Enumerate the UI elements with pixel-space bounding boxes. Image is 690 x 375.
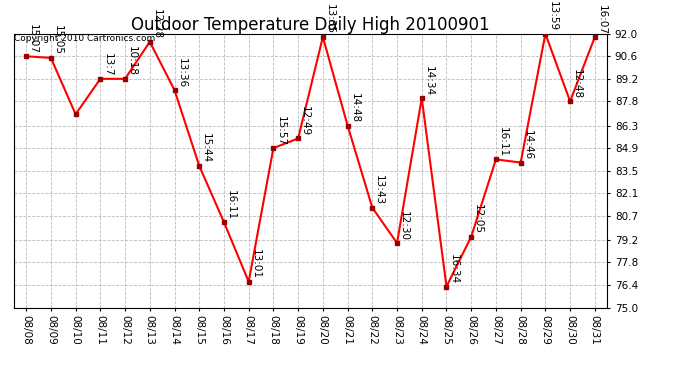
Text: 16:11: 16:11 — [498, 127, 508, 157]
Text: 13:59: 13:59 — [547, 1, 558, 32]
Text: 13:7: 13:7 — [102, 53, 112, 76]
Text: 15:05: 15:05 — [53, 26, 63, 56]
Text: Copyright 2010 Cartronics.com: Copyright 2010 Cartronics.com — [14, 34, 155, 43]
Text: 15:07: 15:07 — [28, 24, 38, 54]
Text: 16:34: 16:34 — [448, 254, 458, 284]
Text: 13:01: 13:01 — [250, 249, 261, 279]
Text: 12:05: 12:05 — [473, 204, 483, 234]
Text: 13:43: 13:43 — [374, 175, 384, 205]
Text: 13:35: 13:35 — [325, 4, 335, 34]
Text: 15:57: 15:57 — [275, 116, 286, 146]
Text: 14:34: 14:34 — [424, 66, 434, 96]
Text: 13:36: 13:36 — [177, 58, 186, 88]
Text: 12:49: 12:49 — [300, 106, 310, 136]
Text: 14:48: 14:48 — [350, 93, 359, 123]
Text: 16:07: 16:07 — [597, 4, 607, 34]
Text: 12:48: 12:48 — [572, 69, 582, 99]
Text: 15:44: 15:44 — [201, 133, 211, 164]
Text: 12:30: 12:30 — [399, 211, 409, 241]
Text: 10:18: 10:18 — [127, 46, 137, 76]
Text: 16:11: 16:11 — [226, 190, 236, 220]
Text: 12:28: 12:28 — [152, 9, 161, 39]
Title: Outdoor Temperature Daily High 20100901: Outdoor Temperature Daily High 20100901 — [131, 16, 490, 34]
Text: 14:46: 14:46 — [522, 130, 533, 160]
